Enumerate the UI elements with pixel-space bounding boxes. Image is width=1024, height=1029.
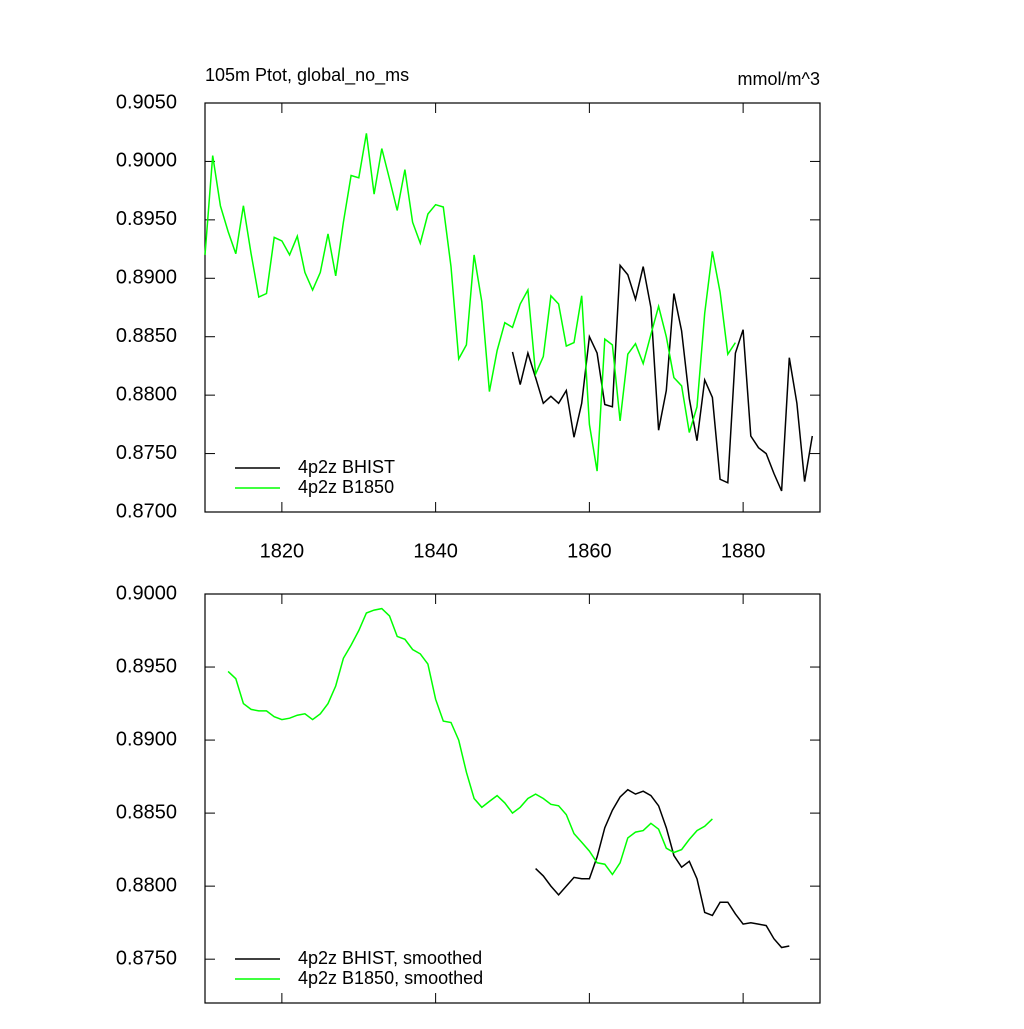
y-tick-label: 0.8900 [116,267,177,289]
y-tick-label: 0.8900 [116,728,177,750]
data-line [227,607,713,876]
y-tick-label: 0.9000 [116,150,177,172]
x-tick-label: 1840 [413,540,458,562]
data-line [204,133,737,472]
y-tick-label: 0.9000 [116,582,177,604]
y-tick-label: 0.8750 [116,442,177,464]
y-tick-label: 0.8850 [116,801,177,823]
legend-label: 4p2z BHIST [298,457,395,477]
y-tick-label: 0.8850 [116,325,177,347]
legend-label: 4p2z B1850 [298,477,394,497]
y-tick-label: 0.9050 [116,91,177,113]
units-label: mmol/m^3 [738,69,820,89]
y-tick-label: 0.8800 [116,383,177,405]
x-tick-label: 1820 [260,540,305,562]
legend-label: 4p2z BHIST, smoothed [298,948,482,968]
x-tick-label: 1860 [567,540,612,562]
plot-frame [204,593,821,1004]
legend-label: 4p2z B1850, smoothed [298,968,483,988]
y-tick-label: 0.8950 [116,208,177,230]
data-line [511,263,814,492]
y-tick-label: 0.8800 [116,874,177,896]
data-line [535,788,790,949]
chart-title: 105m Ptot, global_no_ms [205,65,409,86]
plot-frame [204,102,821,513]
y-tick-label: 0.8950 [116,655,177,677]
y-tick-label: 0.8750 [116,947,177,969]
y-tick-label: 0.8700 [116,500,177,522]
x-tick-label: 1880 [721,540,766,562]
